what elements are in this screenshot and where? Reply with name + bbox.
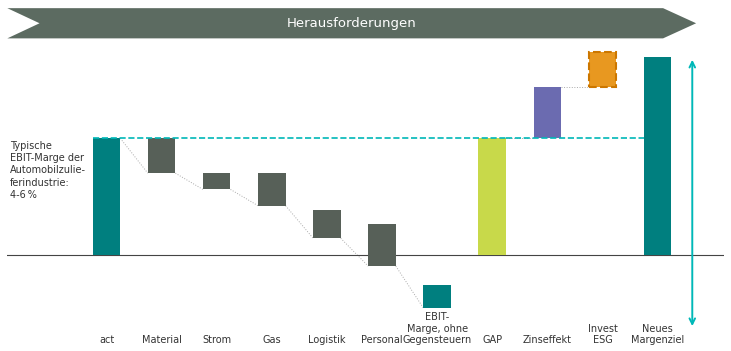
Bar [203, 173, 230, 190]
Text: Strom: Strom [202, 335, 231, 345]
Bar [258, 173, 286, 206]
Text: Typische
EBIT-Marge der
Automobilzulie-
ferindustrie:
4-6 %: Typische EBIT-Marge der Automobilzulie- … [10, 141, 86, 200]
Text: act: act [99, 335, 114, 345]
Bar [534, 87, 561, 138]
Polygon shape [7, 8, 696, 38]
Bar [93, 138, 121, 254]
Bar [148, 138, 175, 173]
Text: Personal: Personal [361, 335, 403, 345]
Bar [479, 138, 506, 254]
Text: Logistik: Logistik [308, 335, 346, 345]
Text: GAP: GAP [482, 335, 502, 345]
Text: Herausforderungen: Herausforderungen [287, 17, 417, 30]
Text: Material: Material [142, 335, 181, 345]
Bar [644, 57, 671, 254]
Text: Gas: Gas [262, 335, 281, 345]
Bar [423, 285, 451, 308]
Text: Invest
ESG: Invest ESG [588, 324, 618, 345]
Text: Neues
Margenziel: Neues Margenziel [631, 324, 684, 345]
Text: Zinseffekt: Zinseffekt [523, 335, 572, 345]
Text: EBIT-
Marge, ohne
Gegensteuern: EBIT- Marge, ohne Gegensteuern [403, 312, 471, 345]
FancyBboxPatch shape [588, 52, 616, 87]
Bar [368, 224, 395, 266]
Bar [313, 210, 341, 238]
